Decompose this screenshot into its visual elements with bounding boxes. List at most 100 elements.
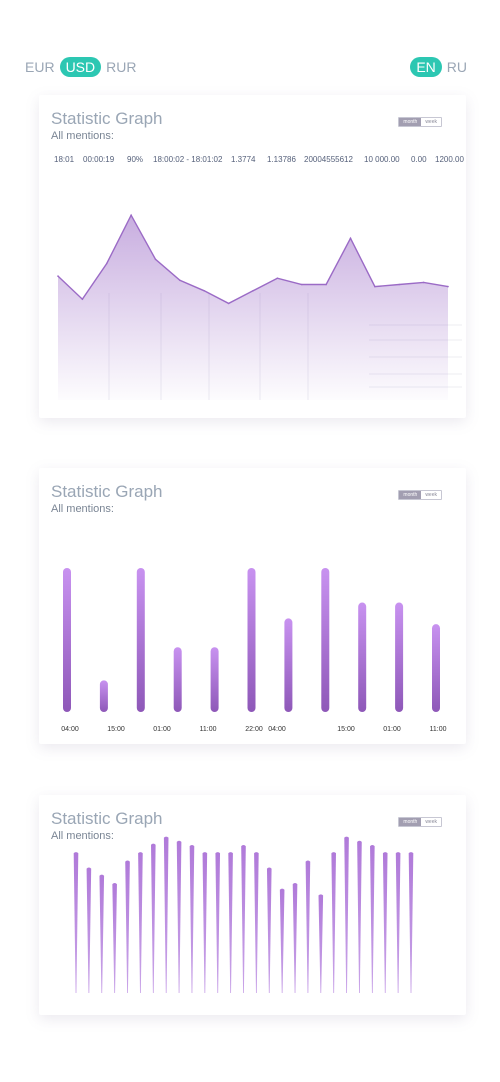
spike-bar	[318, 894, 324, 993]
spike-bar	[86, 867, 92, 993]
period-toggle: month week	[398, 490, 442, 500]
bar	[395, 602, 404, 712]
card-subtitle: All mentions:	[51, 130, 114, 142]
language-option-ru[interactable]: RU	[446, 59, 467, 75]
bar	[63, 568, 71, 712]
bar	[173, 647, 182, 712]
readout-time: 18:01	[54, 155, 75, 164]
spike-bar	[382, 852, 388, 993]
currency-option-usd[interactable]: USD	[59, 57, 102, 77]
data-point	[422, 281, 425, 284]
card-title: Statistic Graph	[51, 809, 163, 828]
tick-label: 04:00	[268, 726, 286, 733]
spike-bar	[331, 852, 336, 993]
statistic-card-bars: Statistic Graph All mentions: month week…	[39, 468, 466, 744]
readout-value-1: 1.3774	[231, 155, 256, 164]
spike-bar	[292, 883, 298, 993]
stats-readout: 18:01 00:00:19 90% 18:00:02 - 18:01:02 1…	[54, 155, 466, 167]
bar	[284, 618, 293, 712]
tick-label: 15:00	[337, 726, 355, 733]
currency-option-rur[interactable]: RUR	[106, 59, 137, 75]
spike-bar	[99, 874, 105, 993]
toggle-month[interactable]: month	[399, 491, 422, 499]
readout-volume: 20004555612	[304, 155, 353, 164]
top-bar: EUR USD RUR EN RU	[0, 0, 500, 100]
spike-bar	[125, 860, 130, 993]
bar	[247, 568, 256, 712]
toggle-week[interactable]: week	[425, 819, 437, 825]
spike-bar	[305, 860, 311, 993]
readout-percent: 90%	[127, 155, 144, 164]
period-toggle: month week	[398, 117, 442, 127]
spike-bar	[151, 843, 156, 993]
data-point	[130, 214, 132, 216]
spike-bar	[254, 852, 259, 993]
spike-bar	[176, 840, 182, 993]
readout-amount: 10 000.00	[364, 155, 400, 164]
spike-bar	[266, 867, 272, 993]
spike-bar	[241, 845, 246, 993]
currency-switcher: EUR USD RUR	[22, 57, 139, 77]
spike-bar	[202, 852, 208, 993]
readout-change: 0.00	[411, 155, 427, 164]
statistic-card-area: Statistic Graph All mentions: month week…	[39, 95, 466, 418]
card-title: Statistic Graph	[51, 109, 163, 128]
tick-label: 04:00	[61, 726, 79, 733]
spike-bar	[215, 852, 221, 993]
data-point	[349, 237, 352, 240]
spike-bar	[138, 852, 143, 993]
currency-option-eur[interactable]: EUR	[25, 59, 55, 75]
tick-label: 11:00	[200, 726, 217, 733]
toggle-week[interactable]: week	[425, 492, 437, 498]
tick-label: 22:00	[245, 726, 263, 733]
card-title: Statistic Graph	[51, 482, 163, 501]
spike-bar	[344, 836, 349, 993]
language-switcher: EN RU	[408, 57, 470, 77]
spike-bar	[112, 883, 117, 993]
data-point	[325, 283, 327, 286]
spike-bar	[73, 852, 79, 993]
readout-total: 1200.00	[435, 155, 464, 164]
readout-duration: 00:00:19	[83, 155, 115, 164]
bar	[210, 647, 219, 712]
data-point	[227, 302, 230, 305]
statistic-card-spikes: Statistic Graph All mentions: month week	[39, 795, 466, 1015]
tick-label: 11:00	[430, 726, 447, 733]
tick-label: 15:00	[107, 726, 125, 733]
data-point	[252, 290, 254, 292]
data-point	[398, 283, 401, 286]
toggle-month[interactable]: month	[399, 118, 422, 126]
data-point	[179, 279, 181, 282]
data-point	[154, 258, 157, 261]
data-point	[300, 283, 303, 286]
bar-chart: 04:00 15:00 01:00 11:00 22:00 04:00 15:00 01:00…	[61, 568, 447, 733]
card-subtitle: All mentions:	[51, 830, 114, 842]
language-option-en[interactable]: EN	[410, 57, 442, 77]
bar	[136, 568, 145, 712]
data-point	[81, 298, 84, 300]
readout-value-2: 1.13786	[267, 155, 296, 164]
spike-bar	[408, 852, 414, 993]
tick-label: 01:00	[383, 726, 401, 733]
area-fill	[58, 215, 448, 400]
data-point	[105, 262, 108, 265]
data-point	[276, 277, 279, 279]
bar	[321, 568, 330, 712]
card-subtitle: All mentions:	[51, 503, 114, 515]
area-chart	[57, 213, 462, 400]
data-point	[374, 285, 376, 288]
data-point	[203, 290, 206, 292]
toggle-week[interactable]: week	[425, 119, 437, 125]
bar	[432, 624, 440, 712]
spike-bar	[228, 852, 233, 993]
spike-chart	[73, 836, 414, 993]
data-point	[447, 285, 449, 288]
period-toggle: month week	[398, 817, 442, 827]
data-point	[57, 275, 59, 277]
spike-bar	[370, 845, 375, 993]
spike-bar	[163, 836, 169, 993]
bar	[358, 602, 367, 712]
spike-bar	[357, 840, 362, 993]
toggle-month[interactable]: month	[399, 818, 422, 826]
spike-bar	[395, 852, 401, 993]
